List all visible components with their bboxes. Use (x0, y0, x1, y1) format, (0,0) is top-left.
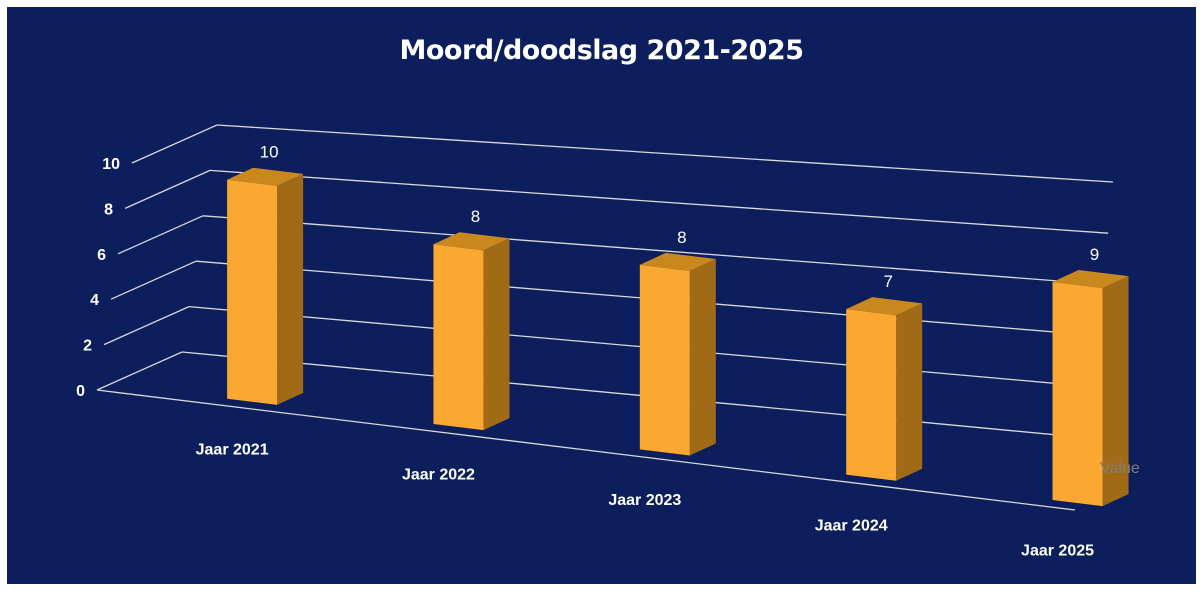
bar-side (896, 303, 923, 481)
x-axis-line (96, 389, 1076, 511)
chart-plot: 0 2 4 6 8 10 10 Jaar 2021 8 Jaar 2022 8 Jaar 2023 7 J… (76, 124, 1140, 560)
y-tick-label: 10 (102, 156, 120, 173)
x-tick-label: Jaar 2025 (1021, 543, 1094, 560)
gridline (216, 124, 1114, 183)
bar (846, 309, 897, 481)
data-label: 8 (471, 207, 480, 226)
bar (1052, 281, 1103, 507)
x-tick-label: Jaar 2022 (402, 467, 475, 484)
bar-top (433, 232, 510, 251)
bar (639, 264, 690, 456)
gridline (181, 351, 1090, 439)
y-tick-label: 8 (104, 201, 113, 218)
y-tick-label: 0 (76, 383, 85, 400)
x-tick-label: Jaar 2021 (196, 441, 269, 458)
side-gridline (96, 351, 183, 391)
gridline (202, 215, 1104, 286)
side-gridline (117, 215, 204, 255)
bar (433, 244, 484, 431)
y-tick-label: 2 (83, 338, 92, 355)
bar-side (689, 259, 716, 456)
side-gridline (110, 260, 197, 300)
bar (227, 179, 278, 405)
chart-title: Moord/doodslag 2021-2025 (399, 35, 805, 66)
gridline (209, 169, 1109, 234)
data-label: 10 (260, 143, 279, 162)
chart-frame: Moord/doodslag 2021-2025 0 2 4 6 8 10 10 Jaar 2… (7, 7, 1196, 584)
data-label: 8 (677, 228, 686, 247)
bar-top (1052, 269, 1129, 289)
y-tick-label: 6 (97, 247, 106, 264)
y-tick-label: 4 (90, 292, 99, 309)
x-tick-label: Jaar 2023 (608, 492, 681, 509)
side-gridline (124, 169, 211, 209)
data-label: 7 (883, 272, 892, 291)
side-gridline (103, 306, 190, 346)
bar-side (277, 173, 304, 405)
data-label: 9 (1090, 245, 1099, 264)
bar-top (639, 252, 716, 272)
side-gridline (131, 124, 218, 164)
bar-top (846, 297, 923, 316)
bar-top (227, 167, 304, 186)
series-label: Value (1100, 460, 1140, 477)
x-tick-label: Jaar 2024 (815, 517, 888, 534)
bar-side (1102, 276, 1129, 507)
bar-side (483, 238, 510, 431)
